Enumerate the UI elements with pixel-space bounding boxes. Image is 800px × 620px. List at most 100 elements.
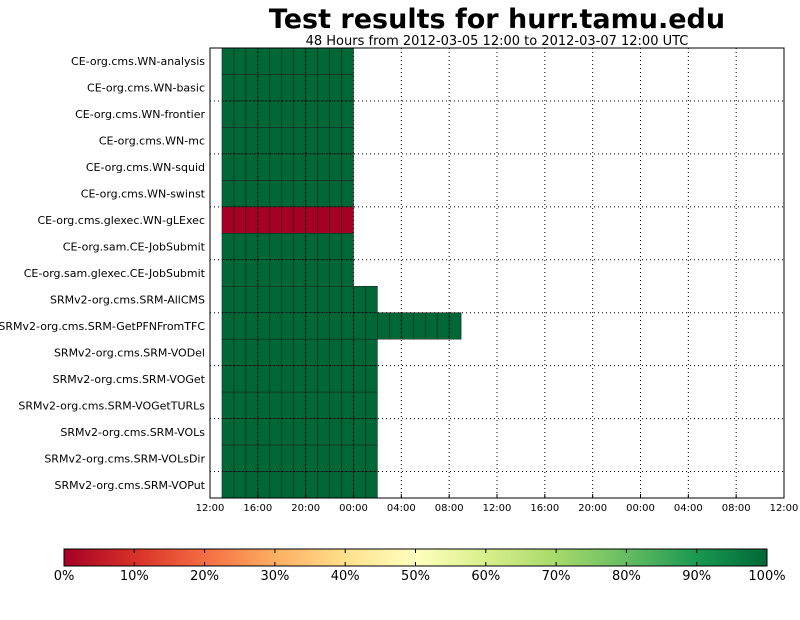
heatmap-cell bbox=[293, 418, 306, 446]
y-tick-label: SRMv2-org.cms.SRM-VOGet bbox=[53, 373, 206, 386]
heatmap-cell bbox=[401, 312, 414, 340]
heatmap-cell bbox=[245, 471, 259, 499]
colorbar-tick-label: 50% bbox=[401, 569, 430, 584]
heatmap-cell bbox=[448, 312, 462, 340]
heatmap-cell bbox=[305, 100, 318, 128]
heatmap-cell bbox=[293, 338, 306, 366]
heatmap-cell bbox=[257, 365, 271, 393]
y-tick-label: CE-org.cms.WN-squid bbox=[86, 161, 205, 174]
heatmap-cell bbox=[293, 153, 306, 181]
heatmap-cell bbox=[233, 47, 247, 75]
heatmap-cell bbox=[341, 391, 354, 419]
heatmap-cell bbox=[341, 100, 354, 128]
x-tick-label: 16:00 bbox=[243, 503, 272, 514]
heatmap-cell bbox=[341, 74, 354, 102]
y-tick-label: SRMv2-org.cms.SRM-VOLsDir bbox=[44, 452, 205, 465]
heatmap-cell bbox=[257, 127, 271, 155]
heatmap-cell bbox=[353, 338, 366, 366]
heatmap-cell bbox=[257, 180, 271, 208]
heatmap-cell bbox=[329, 206, 342, 234]
heatmap-cell bbox=[365, 312, 378, 340]
heatmap-cell bbox=[281, 418, 294, 446]
heatmap-cell bbox=[305, 444, 318, 472]
heatmap-cell bbox=[233, 285, 247, 313]
heatmap-cell bbox=[269, 444, 282, 472]
heatmap-cell bbox=[233, 74, 247, 102]
heatmap-cell bbox=[257, 471, 271, 499]
heatmap-cell bbox=[281, 285, 294, 313]
heatmap-cell bbox=[221, 153, 235, 181]
colorbar-tick-label: 0% bbox=[54, 569, 75, 584]
heatmap-cell bbox=[257, 47, 271, 75]
heatmap-cell bbox=[293, 47, 306, 75]
heatmap-cell bbox=[257, 259, 271, 287]
heatmap-cell bbox=[329, 312, 342, 340]
y-tick-label: CE-org.cms.WN-mc bbox=[99, 135, 205, 148]
y-tick-label: CE-org.cms.WN-frontier bbox=[75, 108, 205, 121]
heatmap-cell bbox=[281, 74, 294, 102]
heatmap-cell bbox=[221, 74, 235, 102]
heatmap-cells bbox=[221, 47, 462, 499]
heatmap-cell bbox=[269, 47, 282, 75]
heatmap-cell bbox=[233, 471, 247, 499]
heatmap-cell bbox=[269, 285, 282, 313]
heatmap-cell bbox=[436, 312, 450, 340]
heatmap-cell bbox=[257, 153, 271, 181]
heatmap-cell bbox=[293, 312, 306, 340]
heatmap-cell bbox=[221, 312, 235, 340]
heatmap-cell bbox=[413, 312, 426, 340]
heatmap-cell bbox=[221, 100, 235, 128]
heatmap-cell bbox=[221, 391, 235, 419]
heatmap-cell bbox=[257, 233, 271, 261]
heatmap-cell bbox=[293, 444, 306, 472]
heatmap-cell bbox=[329, 471, 342, 499]
heatmap-cell bbox=[245, 100, 259, 128]
x-tick-label: 12:00 bbox=[483, 503, 512, 514]
heatmap-cell bbox=[245, 312, 259, 340]
heatmap-cell bbox=[245, 153, 259, 181]
heatmap-cell bbox=[221, 471, 235, 499]
heatmap-cell bbox=[221, 365, 235, 393]
heatmap-cell bbox=[329, 153, 342, 181]
x-tick-label: 08:00 bbox=[722, 503, 751, 514]
heatmap-cell bbox=[257, 74, 271, 102]
heatmap-cell bbox=[317, 180, 330, 208]
y-tick-label: CE-org.cms.WN-analysis bbox=[71, 55, 205, 68]
heatmap-cell bbox=[233, 338, 247, 366]
heatmap-cell bbox=[233, 100, 247, 128]
heatmap-cell bbox=[281, 127, 294, 155]
colorbar-tick-label: 100% bbox=[748, 569, 785, 584]
heatmap-cell bbox=[293, 233, 306, 261]
heatmap-cell bbox=[269, 153, 282, 181]
heatmap-cell bbox=[269, 127, 282, 155]
heatmap-cell bbox=[329, 259, 342, 287]
heatmap-cell bbox=[281, 180, 294, 208]
heatmap-cell bbox=[245, 418, 259, 446]
heatmap-cell bbox=[365, 285, 378, 313]
heatmap-cell bbox=[257, 418, 271, 446]
heatmap-cell bbox=[257, 312, 271, 340]
heatmap-cell bbox=[293, 100, 306, 128]
heatmap-cell bbox=[353, 471, 366, 499]
heatmap-cell bbox=[365, 365, 378, 393]
heatmap-cell bbox=[221, 180, 235, 208]
heatmap-cell bbox=[269, 180, 282, 208]
heatmap-cell bbox=[245, 47, 259, 75]
heatmap-cell bbox=[293, 74, 306, 102]
heatmap-cell bbox=[293, 471, 306, 499]
heatmap-cell bbox=[317, 418, 330, 446]
heatmap-cell bbox=[329, 365, 342, 393]
heatmap-cell bbox=[305, 471, 318, 499]
heatmap-cell bbox=[305, 338, 318, 366]
heatmap-cell bbox=[317, 153, 330, 181]
heatmap-cell bbox=[317, 100, 330, 128]
heatmap-cell bbox=[281, 153, 294, 181]
heatmap-cell bbox=[269, 312, 282, 340]
heatmap-cell bbox=[233, 391, 247, 419]
x-tick-label: 04:00 bbox=[387, 503, 416, 514]
y-tick-label: CE-org.sam.glexec.CE-JobSubmit bbox=[24, 267, 206, 280]
heatmap-cell bbox=[353, 285, 366, 313]
heatmap-cell bbox=[269, 471, 282, 499]
heatmap-cell bbox=[365, 444, 378, 472]
heatmap-cell bbox=[353, 444, 366, 472]
